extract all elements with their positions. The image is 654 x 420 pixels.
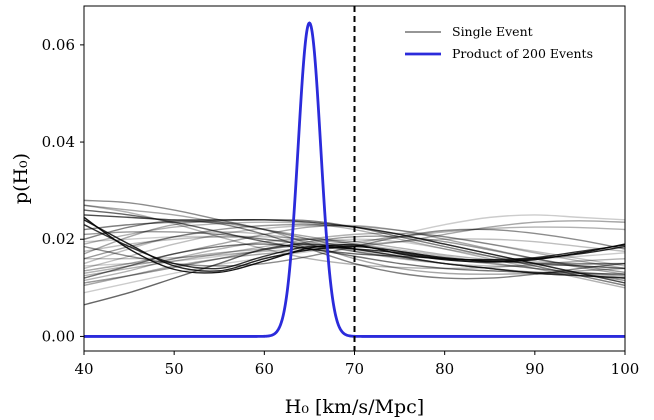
legend-label: Single Event [452,24,533,39]
x-axis-ticks: 40 50 60 70 80 90 100 [74,351,639,378]
x-tick-label: 60 [255,360,274,378]
single-event-line [84,219,625,280]
x-axis-label: H₀ [km/s/Mpc] [285,396,424,418]
single-event-line [84,204,625,270]
single-event-line [84,216,625,274]
x-axis-label-text: H₀ [km/s/Mpc] [285,396,424,418]
x-tick-label: 40 [74,360,93,378]
single-event-line [84,232,625,277]
y-axis-label-text: p(H₀) [10,153,32,204]
y-axis-label: p(H₀) [10,153,32,204]
legend-label: Product of 200 Events [452,46,593,61]
x-tick-label: 80 [435,360,454,378]
x-tick-label: 70 [345,360,364,378]
x-tick-label: 100 [611,360,640,378]
single-event-line [84,238,625,260]
single-event-line [84,204,625,277]
single-event-line [84,224,625,275]
x-tick-label: 50 [165,360,184,378]
single-event-line [84,235,625,278]
y-axis-ticks: 0.00 0.02 0.04 0.06 [42,36,84,345]
y-tick-label: 0.00 [42,327,75,345]
y-tick-label: 0.06 [42,36,75,54]
y-tick-label: 0.04 [42,133,75,151]
single-event-line [84,214,625,294]
x-tick-label: 90 [525,360,544,378]
legend: Single Event Product of 200 Events [405,24,593,61]
single-event-line [84,209,625,270]
y-tick-label: 0.02 [42,230,75,248]
